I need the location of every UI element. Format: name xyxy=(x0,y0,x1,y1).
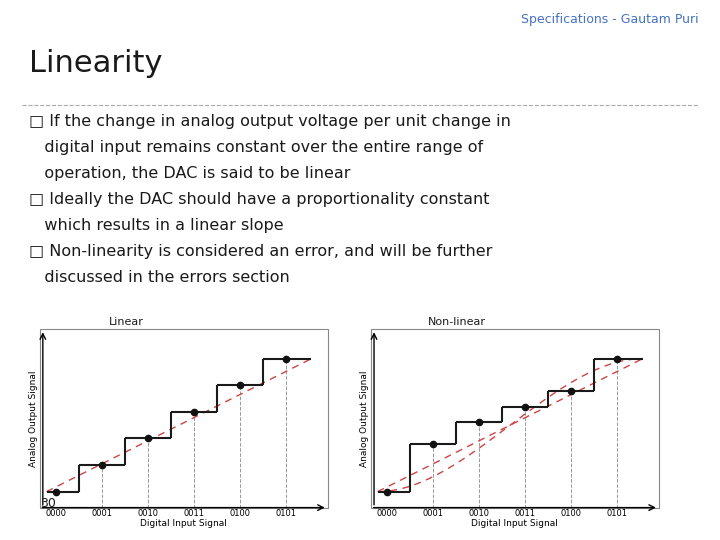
Y-axis label: Analog Output Signal: Analog Output Signal xyxy=(361,370,369,467)
Text: operation, the DAC is said to be linear: operation, the DAC is said to be linear xyxy=(29,166,351,181)
Text: □ If the change in analog output voltage per unit change in: □ If the change in analog output voltage… xyxy=(29,114,510,130)
X-axis label: Digital Input Signal: Digital Input Signal xyxy=(472,519,558,528)
Text: Linear: Linear xyxy=(109,316,143,327)
Y-axis label: Analog Output Signal: Analog Output Signal xyxy=(30,370,38,467)
Text: □ Non-linearity is considered an error, and will be further: □ Non-linearity is considered an error, … xyxy=(29,244,492,259)
X-axis label: Digital Input Signal: Digital Input Signal xyxy=(140,519,227,528)
Text: Non-linear: Non-linear xyxy=(428,316,486,327)
Text: □ Ideally the DAC should have a proportionality constant: □ Ideally the DAC should have a proporti… xyxy=(29,192,490,207)
Text: digital input remains constant over the entire range of: digital input remains constant over the … xyxy=(29,140,483,156)
Text: Linearity: Linearity xyxy=(29,49,162,78)
Text: 30: 30 xyxy=(40,497,55,510)
Text: Specifications - Gautam Puri: Specifications - Gautam Puri xyxy=(521,14,698,26)
Text: which results in a linear slope: which results in a linear slope xyxy=(29,218,284,233)
Text: discussed in the errors section: discussed in the errors section xyxy=(29,270,289,285)
